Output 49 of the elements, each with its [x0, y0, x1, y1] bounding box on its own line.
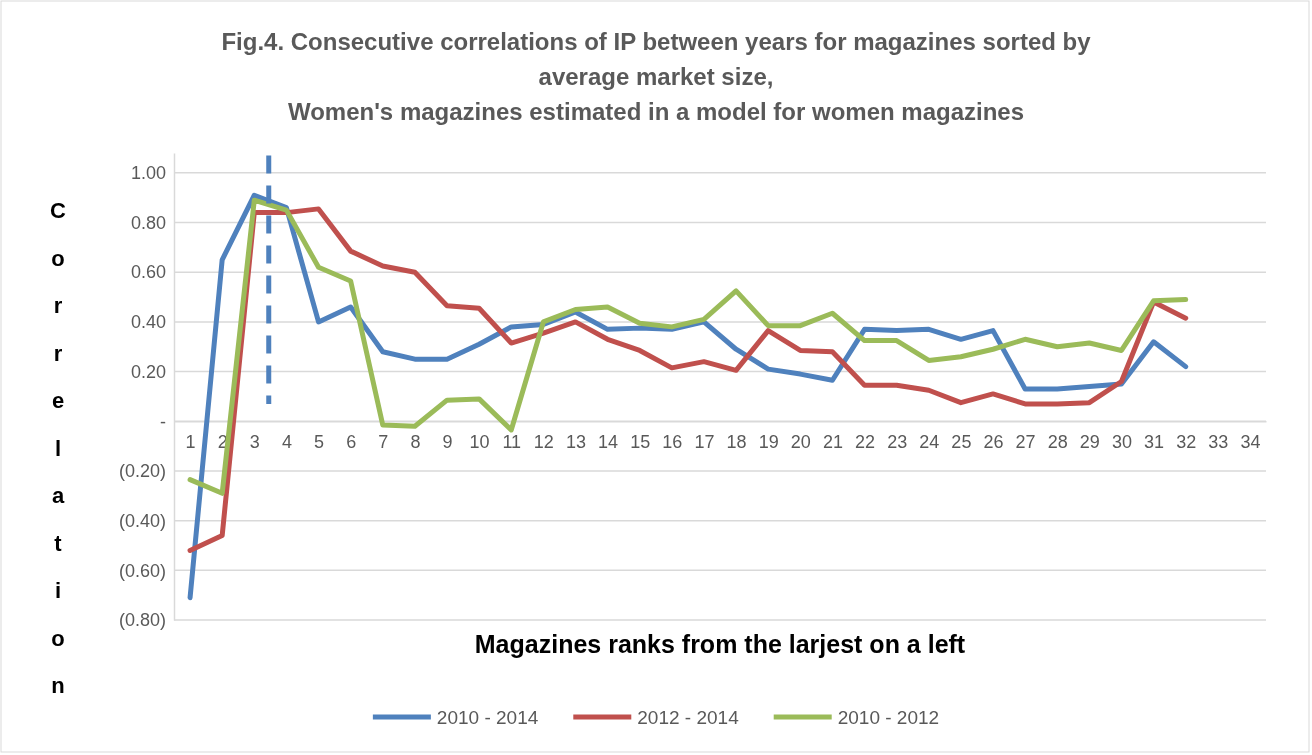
- x-tick-label: 12: [533, 432, 554, 453]
- x-tick-label: 22: [855, 432, 876, 453]
- legend-label: 2010 - 2012: [837, 707, 940, 728]
- x-tick-label: 20: [790, 432, 811, 453]
- x-tick-label: 17: [694, 432, 715, 453]
- x-tick-label: 33: [1208, 432, 1229, 453]
- x-tick-label: 31: [1144, 432, 1165, 453]
- x-tick-label: 21: [822, 432, 843, 453]
- x-tick-label: 32: [1176, 432, 1197, 453]
- y-tick-label: (0.80): [118, 610, 166, 631]
- y-tick-label: 1.00: [130, 163, 166, 184]
- legend-label: 2010 - 2014: [436, 707, 539, 728]
- legend-label: 2012 - 2014: [637, 707, 740, 728]
- x-tick-label: 25: [951, 432, 972, 453]
- x-tick-label: 28: [1047, 432, 1068, 453]
- x-tick-label: 18: [726, 432, 747, 453]
- y-tick-label: (0.40): [118, 510, 166, 531]
- x-tick-label: 14: [598, 432, 619, 453]
- x-tick-label: 27: [1015, 432, 1036, 453]
- x-tick-label: 7: [378, 432, 389, 453]
- y-tick-label: 0.60: [130, 262, 166, 283]
- x-tick-label: 3: [249, 432, 260, 453]
- chart-title: Fig.4. Consecutive correlations of IP between years for magazines sorted by average market size, Women's magazines estimated in a model for women magazines: [221, 28, 1092, 125]
- x-tick-label: 30: [1111, 432, 1132, 453]
- x-tick-label: 26: [983, 432, 1004, 453]
- y-tick-label: 0.40: [130, 312, 166, 333]
- y-tick-label: -: [160, 411, 166, 432]
- x-tick-label: 15: [630, 432, 651, 453]
- x-tick-label: 6: [346, 432, 357, 453]
- x-tick-label: 1: [185, 432, 196, 453]
- y-tick-label: (0.60): [118, 560, 166, 581]
- text: Correlation: [50, 198, 66, 698]
- x-tick-label: 4: [281, 432, 292, 453]
- y-tick-label: 0.20: [130, 361, 166, 382]
- x-tick-label: 24: [919, 432, 940, 453]
- x-tick-label: 9: [442, 432, 453, 453]
- x-tick-label: 10: [469, 432, 490, 453]
- y-tick-label: 0.80: [130, 212, 166, 233]
- x-tick-label: 16: [662, 432, 683, 453]
- x-tick-label: 34: [1240, 432, 1261, 453]
- x-tick-label: 13: [565, 432, 586, 453]
- x-tick-label: 19: [758, 432, 779, 453]
- x-tick-label: 5: [314, 432, 325, 453]
- x-tick-label: 23: [887, 432, 908, 453]
- x-tick-label: 11: [502, 432, 522, 453]
- x-axis-title: Magazines ranks from the larjest on a left: [474, 630, 966, 658]
- x-tick-label: 8: [410, 432, 421, 453]
- x-tick-label: 29: [1079, 432, 1100, 453]
- y-tick-label: (0.20): [118, 461, 166, 482]
